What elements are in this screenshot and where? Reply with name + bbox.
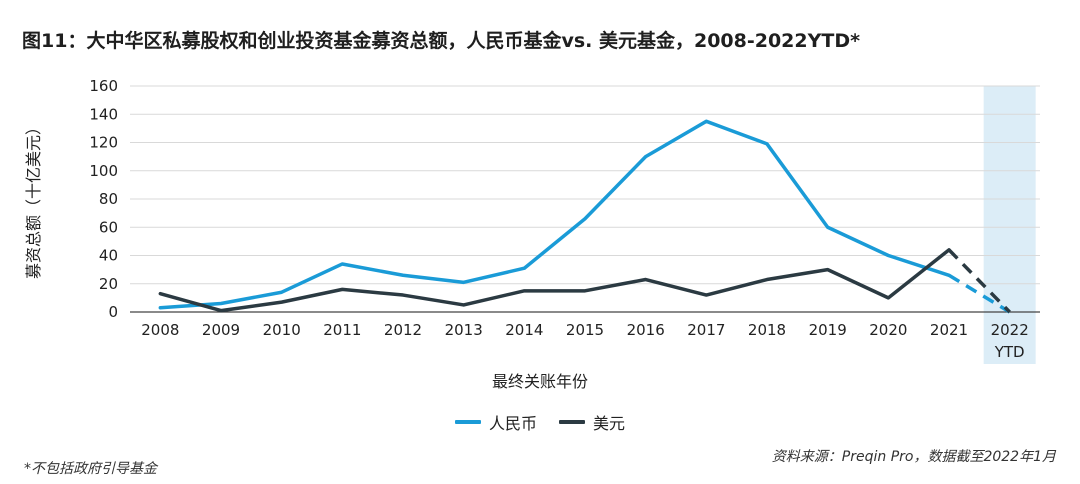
x-tick-label: 2014 — [505, 321, 543, 339]
x-tick-label: 2022 YTD — [991, 321, 1029, 361]
source-note: 资料来源：Preqin Pro，数据截至2022年1月 — [771, 449, 1056, 465]
x-axis-label: 最终关账年份 — [491, 372, 588, 391]
footnote: *不包括政府引导基金 — [24, 461, 157, 477]
x-tick-label: 2015 — [566, 321, 604, 339]
y-tick-label: 40 — [99, 247, 118, 265]
legend-swatch-rmb — [454, 420, 481, 424]
y-tick-label: 80 — [99, 190, 118, 208]
series-line-rmb — [158, 119, 951, 310]
chart-title: 图11：大中华区私募股权和创业投资基金募资总额，人民币基金vs. 美元基金，20… — [22, 30, 861, 52]
ytd-highlight-band — [983, 86, 1036, 364]
legend-swatch-usd — [559, 420, 585, 424]
y-tick-label: 0 — [108, 303, 118, 321]
legend: 人民币 美元 — [0, 410, 1080, 434]
x-tick-label: 2013 — [445, 321, 483, 339]
legend-item-rmb: 人民币 — [454, 410, 537, 434]
y-tick-label: 140 — [89, 105, 118, 123]
x-tick-label: 2017 — [687, 321, 725, 339]
x-tick-label: 2012 — [384, 321, 422, 339]
x-tick-label: 2020 — [869, 321, 907, 339]
x-tick-label: 2008 — [141, 321, 179, 339]
y-tick-label: 100 — [89, 162, 118, 180]
legend-label-rmb: 人民币 — [488, 414, 537, 433]
series-line-rmb-projected — [948, 273, 1011, 314]
y-tick-label: 160 — [89, 77, 118, 95]
x-tick-label: 2018 — [748, 321, 786, 339]
x-tick-label: 2011 — [323, 321, 361, 339]
x-tick-label: 2019 — [809, 321, 847, 339]
x-tick-label: 2016 — [627, 321, 665, 339]
x-tick-label: 2021 — [930, 321, 968, 339]
y-tick-label: 120 — [89, 134, 118, 152]
x-tick-label: 2010 — [263, 321, 301, 339]
y-axis-label-wrap: 募资总额（十亿美元） — [4, 86, 60, 312]
legend-item-usd: 美元 — [559, 410, 625, 434]
y-axis-label: 募资总额（十亿美元） — [24, 118, 43, 280]
y-tick-label: 60 — [99, 218, 118, 236]
series-line-usd — [158, 248, 951, 313]
series-line-usd-projected — [947, 248, 1011, 314]
y-tick-label: 20 — [99, 275, 118, 293]
legend-label-usd: 美元 — [593, 414, 626, 433]
x-tick-label: 2009 — [202, 321, 240, 339]
